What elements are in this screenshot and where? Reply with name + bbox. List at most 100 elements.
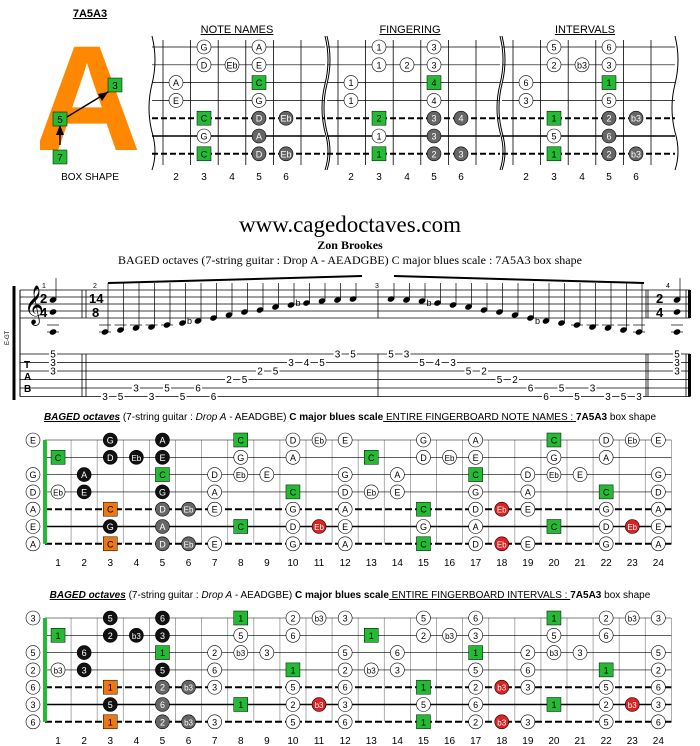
fret-note [337,714,353,730]
fret-note [390,467,405,482]
svg-text:1: 1 [421,683,426,693]
svg-text:3: 3 [473,631,478,641]
svg-text:6: 6 [82,648,87,658]
fret-note-root [468,467,483,482]
mini-note [601,110,617,126]
svg-text:3: 3 [525,683,530,693]
svg-text:A: A [30,539,36,549]
fingerboard-intervals: 3 5 6 1 2 b3 3 5 6 1 2 b3 31 2 b3 3 5 6 1 2 b3 3 5 65 6 1 2 b3 3 5 6 1 2… [25,610,672,746]
mini-note [546,110,562,126]
notehead [49,309,57,315]
fret-note [572,467,588,482]
svg-text:A: A [256,43,262,53]
fret-note [337,536,353,552]
svg-text:b3: b3 [628,701,637,710]
fret-note-root [364,450,379,465]
svg-text:G: G [200,43,207,53]
fret-note [337,484,353,500]
svg-text:D: D [290,522,297,532]
fret-number: 20 [548,558,560,569]
fret-note [651,484,666,500]
fret-note [416,627,431,643]
svg-text:b: b [535,316,540,326]
fret-note [651,697,666,712]
tab-number: 5 [350,350,356,361]
subtitle: BAGED octaves (7-string guitar : Drop A … [118,253,582,267]
svg-text:G: G [255,96,262,106]
fret-number: 10 [287,736,299,746]
svg-text:5: 5 [238,631,243,641]
svg-text:4: 4 [40,305,48,320]
fret-number: 6 [186,558,192,569]
fret-note [651,679,666,695]
svg-text:2: 2 [656,291,663,306]
fret-number: 18 [496,736,508,746]
svg-text:C: C [107,505,114,515]
svg-text:5: 5 [604,717,609,727]
svg-text:6: 6 [30,717,35,727]
fret-note [651,536,666,552]
fret-note [520,679,536,695]
notehead [449,302,457,308]
fret-note [129,449,144,465]
svg-text:6: 6 [160,700,165,710]
fret-note-root [468,645,483,660]
svg-text:E: E [655,522,661,532]
fret-note [311,697,327,712]
mini-note [196,110,212,126]
svg-text:b3: b3 [184,684,193,693]
fret-note [233,467,249,482]
svg-text:E: E [212,539,218,549]
svg-text:A: A [603,453,609,463]
fret-note [233,645,249,660]
svg-text:D: D [342,487,349,497]
svg-text:G: G [550,453,557,463]
mini-fret-number: 6 [283,172,289,183]
svg-text:D: D [159,505,166,515]
fret-note [390,645,405,660]
mini-note [426,128,442,144]
fret-note [337,679,353,695]
notehead [418,298,426,304]
tab-number: 5 [273,367,279,378]
fret-note-root [416,501,431,517]
svg-text:5: 5 [421,614,426,624]
svg-text:2: 2 [108,631,113,641]
svg-text:3: 3 [212,683,217,693]
mini-note [196,39,212,55]
svg-text:2: 2 [160,683,165,693]
fret-note [25,662,41,678]
fret-note [416,519,431,534]
fret-note [102,697,118,712]
svg-text:C: C [238,522,245,532]
fret-number: 21 [574,558,586,569]
fret-note [598,432,614,448]
fret-note [520,714,536,730]
fret-note [651,519,666,534]
svg-text:1: 1 [376,149,381,159]
svg-text:Eb: Eb [236,471,246,480]
fret-number: 3 [107,558,113,569]
fret-note [363,662,379,678]
tab-number: 3 [590,384,596,395]
tab-number: 5 [419,358,425,369]
svg-text:E: E [212,505,218,515]
fret-note [572,645,588,660]
tab-number: 4 [304,358,310,369]
fret-note [494,679,510,695]
notehead [527,315,534,321]
svg-text:Eb: Eb [280,149,291,159]
fret-note [25,679,41,695]
svg-text:A: A [525,487,531,497]
svg-text:C: C [201,114,208,124]
svg-text:b3: b3 [315,701,324,710]
mini-note [628,110,644,126]
fret-note [155,449,170,465]
svg-text:G: G [107,522,114,532]
fret-note [520,645,536,660]
box-square-3 [107,77,123,93]
svg-text:E: E [256,60,262,70]
tab-number: 3 [335,350,341,361]
fret-note [233,627,249,643]
mini-note [601,128,617,144]
